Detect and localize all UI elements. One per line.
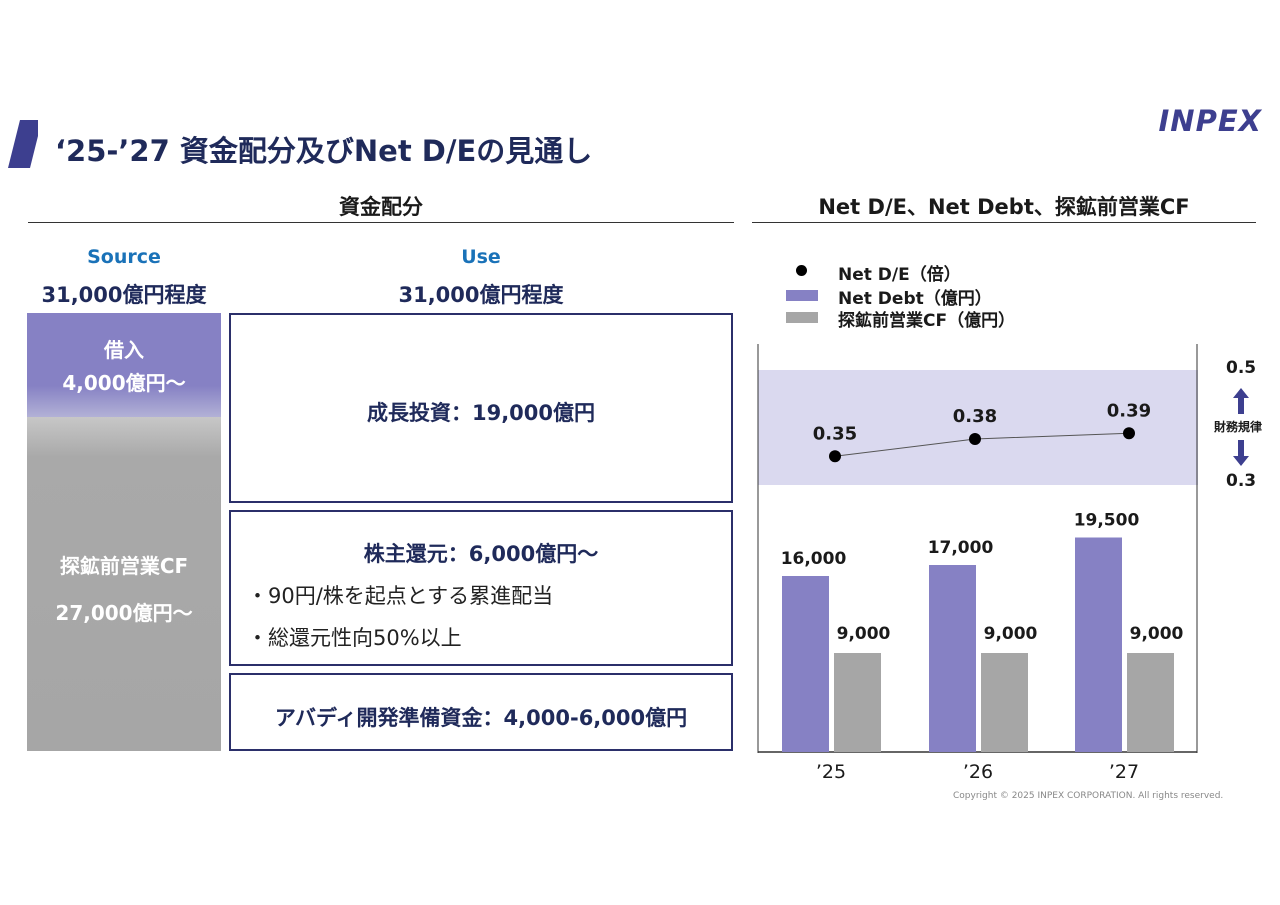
borrowing-block: 借入 4,000億円～ <box>27 313 221 417</box>
x-tick-label-3: ’27 <box>1109 761 1139 780</box>
bar-net-debt-2 <box>929 565 976 752</box>
legend-net-de-label: Net D/E（倍） <box>838 265 961 285</box>
title-accent-bar <box>8 120 38 168</box>
fund-chart: 16,000 9,000 ’25 17,000 9,000 ’26 19,500 9,000 ’… <box>757 344 1198 780</box>
borrowing-amount: 4,000億円～ <box>62 371 186 395</box>
label-operating-cf-3: 9,000 <box>1130 624 1184 644</box>
growth-investment-box: 成長投資：19,000億円 <box>229 313 733 503</box>
net-de-point-2 <box>969 433 981 445</box>
arrow-down-icon <box>1233 440 1249 466</box>
operating-cf-amount: 27,000億円～ <box>55 601 193 625</box>
net-de-label-3: 0.39 <box>1107 400 1151 421</box>
legend-operating-cf-label: 探鉱前営業CF（億円） <box>838 311 1016 331</box>
bar-net-debt-3 <box>1075 537 1122 752</box>
label-net-debt-1: 16,000 <box>781 549 847 569</box>
operating-cf-block: 探鉱前営業CF 27,000億円～ <box>27 417 221 751</box>
net-de-point-3 <box>1123 427 1135 440</box>
allocation-divider <box>28 222 734 223</box>
source-label: Source <box>87 246 161 268</box>
net-de-label-2: 0.38 <box>953 406 997 427</box>
x-tick-label-2: ’26 <box>963 761 993 780</box>
growth-investment-text: 成長投資：19,000億円 <box>366 401 596 425</box>
label-operating-cf-2: 9,000 <box>984 624 1038 644</box>
label-net-debt-2: 17,000 <box>928 538 994 558</box>
shareholder-return-title: 株主還元：6,000億円～ <box>363 542 599 566</box>
band-lower-label: 0.3 <box>1226 471 1257 491</box>
bar-operating-cf-1 <box>834 653 881 752</box>
legend-operating-cf-swatch <box>786 312 818 323</box>
arrow-up-icon <box>1233 388 1249 414</box>
bar-net-debt-1 <box>782 576 829 752</box>
band-upper-label: 0.5 <box>1226 358 1257 378</box>
bar-operating-cf-2 <box>981 653 1028 752</box>
shareholder-bullet-payout: ・総還元性向50%以上 <box>247 626 462 650</box>
chart-heading: Net D/E、Net Debt、探鉱前営業CF <box>818 195 1190 219</box>
shareholder-return-box: 株主還元：6,000億円～ ・90円/株を起点とする累進配当 ・総還元性向50%… <box>229 510 733 666</box>
bar-operating-cf-3 <box>1127 653 1174 752</box>
shareholder-bullet-dividend: ・90円/株を起点とする累進配当 <box>247 584 554 608</box>
source-total: 31,000億円程度 <box>41 283 207 307</box>
chart-divider <box>752 222 1256 223</box>
use-total: 31,000億円程度 <box>398 283 564 307</box>
page-title: ‘25-’27 資金配分及びNet D/Eの見通し <box>55 134 593 168</box>
allocation-heading: 資金配分 <box>339 195 423 219</box>
legend-net-debt-swatch <box>786 290 818 301</box>
abadi-fund-text: アバディ開発準備資金：4,000-6,000億円 <box>274 706 688 730</box>
abadi-fund-box: アバディ開発準備資金：4,000-6,000億円 <box>229 673 733 751</box>
legend-net-debt-label: Net Debt（億円） <box>838 289 992 309</box>
use-label: Use <box>461 246 501 268</box>
operating-cf-label: 探鉱前営業CF <box>59 554 189 578</box>
band-caption: 財務規律 <box>1214 420 1263 434</box>
label-net-debt-3: 19,500 <box>1074 511 1140 531</box>
copyright-notice: Copyright © 2025 INPEX CORPORATION. All … <box>953 791 1224 801</box>
inpex-logo: INPEX <box>1158 104 1262 138</box>
x-tick-label-1: ’25 <box>816 761 846 780</box>
legend-net-de-marker <box>796 265 807 276</box>
financial-discipline-band <box>758 370 1198 485</box>
borrowing-label: 借入 <box>104 338 144 362</box>
label-operating-cf-1: 9,000 <box>837 624 891 644</box>
net-de-label-1: 0.35 <box>813 423 857 444</box>
net-de-point-1 <box>829 450 841 463</box>
